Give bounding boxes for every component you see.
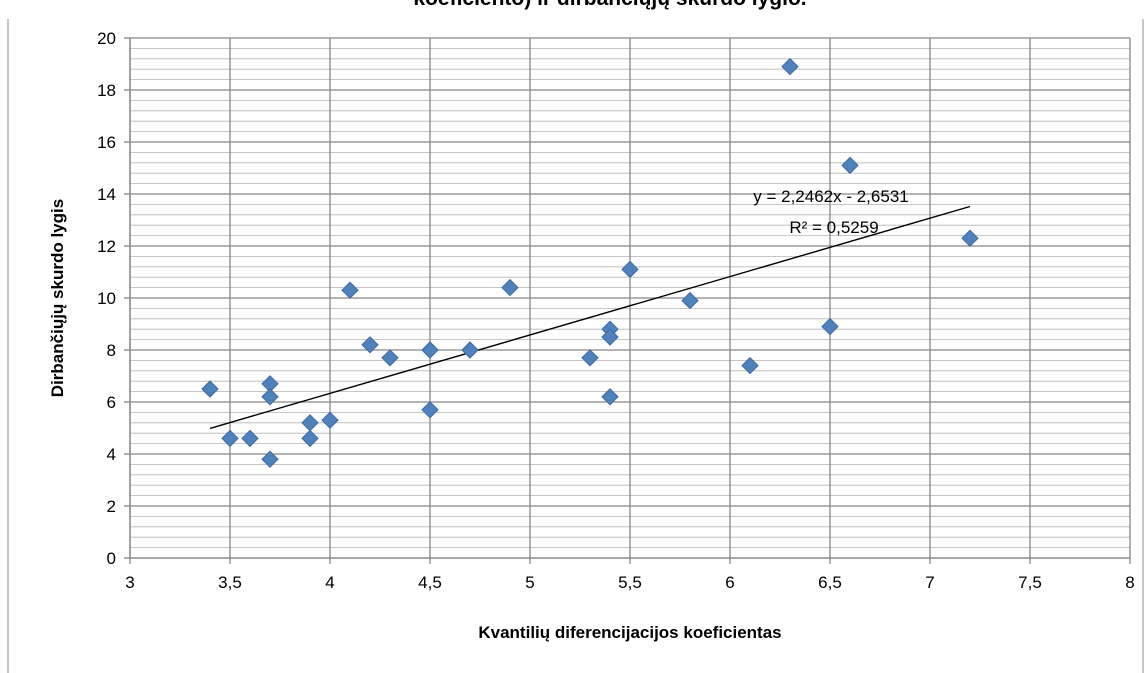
data-point: [821, 317, 839, 336]
data-point: [501, 278, 519, 297]
data-point: [241, 429, 259, 448]
y-tick-labels: 0 2 4 6 8 10 12 14 16 18 20: [97, 29, 116, 568]
trendline-group: [209, 205, 971, 430]
x-tick-label: 3,5: [218, 573, 242, 592]
x-tick-label: 6: [725, 573, 734, 592]
y-tick-label: 14: [97, 185, 116, 204]
x-tick-label: 6,5: [818, 573, 842, 592]
y-tick-label: 4: [107, 445, 116, 464]
data-point: [741, 356, 759, 375]
y-tick-label: 6: [107, 393, 116, 412]
data-point: [201, 380, 219, 398]
x-tick-label: 8: [1125, 573, 1134, 592]
data-point: [601, 328, 619, 346]
trendline: [209, 205, 971, 430]
data-point: [581, 349, 599, 367]
data-point: [681, 291, 699, 310]
axes: [124, 37, 1131, 564]
data-point: [301, 429, 319, 448]
data-point: [621, 260, 639, 279]
x-tick-label: 4,5: [418, 573, 442, 592]
x-tick-label: 4: [325, 573, 334, 592]
data-point: [461, 341, 479, 359]
data-point: [381, 349, 399, 367]
y-axis-title: Dirbančiųjų skurdo lygis: [48, 199, 67, 397]
data-points: [201, 57, 979, 468]
y-tick-label: 18: [97, 81, 116, 100]
data-point: [321, 411, 339, 429]
trendline-r2-label: R² = 0,5259: [789, 218, 878, 237]
data-point: [261, 450, 279, 468]
y-tick-label: 0: [107, 549, 116, 568]
data-point: [341, 281, 359, 299]
data-point: [781, 57, 799, 76]
data-point: [601, 388, 619, 406]
data-point: [361, 336, 379, 354]
data-point: [261, 388, 279, 406]
x-axis-title: Kvantilių diferencijacijos koeficientas: [478, 623, 781, 642]
x-tick-label: 3: [125, 573, 134, 592]
y-tick-label: 16: [97, 133, 116, 152]
data-point: [221, 429, 239, 448]
x-tick-label: 7: [925, 573, 934, 592]
data-point: [961, 229, 979, 247]
y-tick-label: 2: [107, 497, 116, 516]
y-tick-label: 20: [97, 29, 116, 48]
y-tick-label: 10: [97, 289, 116, 308]
data-point: [421, 401, 439, 419]
x-tick-label: 5: [525, 573, 534, 592]
data-point: [841, 156, 859, 175]
grid: [129, 37, 1131, 559]
y-tick-label: 8: [107, 341, 116, 360]
data-point: [421, 341, 439, 359]
x-tick-label: 5,5: [618, 573, 642, 592]
x-tick-label: 7,5: [1018, 573, 1042, 592]
y-tick-label: 12: [97, 237, 116, 256]
trendline-equation-label: y = 2,2462x - 2,6531: [753, 187, 908, 206]
x-tick-labels: 3 3,5 4 4,5 5 5,5 6 6,5 7 7,5 8: [125, 573, 1134, 592]
data-point: [301, 414, 319, 432]
chart-title: koeficiento) ir dirbančiųjų skurdo lygio…: [413, 0, 806, 10]
